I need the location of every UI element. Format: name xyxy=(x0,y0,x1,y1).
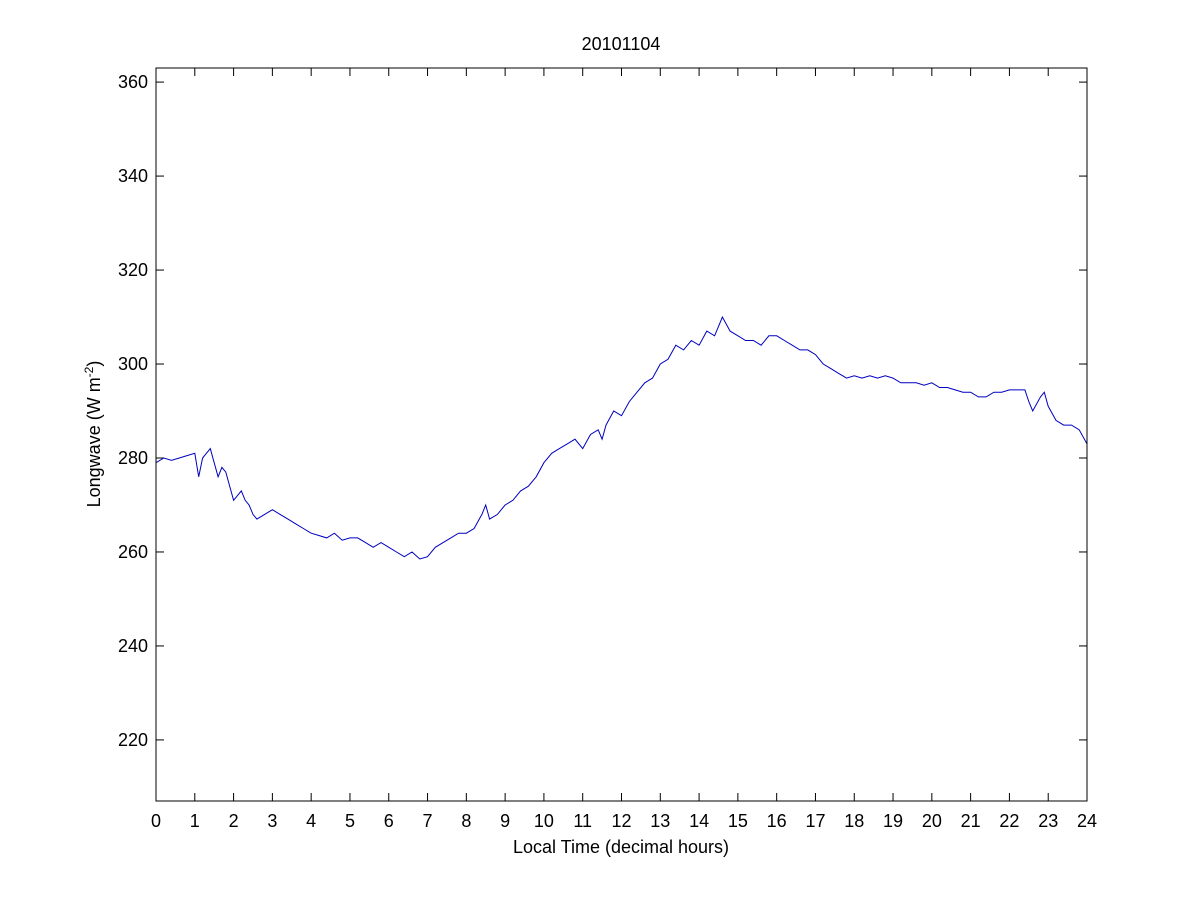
x-tick-label: 17 xyxy=(805,811,825,831)
y-axis-label: Longwave (W m-2) xyxy=(82,361,104,508)
y-tick-label: 340 xyxy=(118,166,148,186)
y-tick-label: 280 xyxy=(118,448,148,468)
x-tick-label: 18 xyxy=(844,811,864,831)
series-line-0 xyxy=(155,315,1088,560)
y-tick-label: 240 xyxy=(118,636,148,656)
y-axis-label-main: Longwave (W m xyxy=(84,377,104,507)
x-tick-label: 11 xyxy=(573,811,592,831)
x-tick-label: 5 xyxy=(345,811,355,831)
y-axis-label-superscript: -2 xyxy=(82,366,96,377)
x-tick-label: 10 xyxy=(534,811,554,831)
x-tick-label: 20 xyxy=(922,811,942,831)
y-tick-label: 260 xyxy=(118,542,148,562)
x-tick-label: 3 xyxy=(267,811,277,831)
x-tick-label: 1 xyxy=(190,811,200,831)
x-tick-label: 12 xyxy=(611,811,631,831)
x-tick-label: 9 xyxy=(500,811,510,831)
y-tick-label: 220 xyxy=(118,730,148,750)
x-ticks: 0 1 2 3 4 5 6 7 8 9 10 11 12 13 14 15 16 17 18 19 20 21 22 23 24 xyxy=(151,68,1097,831)
plot-frame xyxy=(155,67,1088,802)
x-tick-label: 8 xyxy=(461,811,471,831)
y-tick-label: 300 xyxy=(118,354,148,374)
x-tick-label: 13 xyxy=(650,811,670,831)
series-layer xyxy=(155,315,1088,560)
y-ticks: 220 240 260 280 300 320 340 360 xyxy=(118,72,1087,750)
plot-area xyxy=(156,68,1087,801)
x-tick-label: 6 xyxy=(384,811,394,831)
x-tick-label: 2 xyxy=(229,811,239,831)
x-tick-label: 14 xyxy=(689,811,709,831)
y-tick-label: 320 xyxy=(118,260,148,280)
x-tick-label: 24 xyxy=(1077,811,1097,831)
y-axis-label-close: ) xyxy=(84,361,104,367)
x-tick-label: 0 xyxy=(151,811,161,831)
y-tick-label: 360 xyxy=(118,72,148,92)
x-tick-label: 4 xyxy=(306,811,316,831)
x-axis-label: Local Time (decimal hours) xyxy=(513,837,729,857)
x-tick-label: 19 xyxy=(883,811,903,831)
x-tick-label: 15 xyxy=(728,811,748,831)
x-tick-label: 16 xyxy=(767,811,787,831)
x-tick-label: 22 xyxy=(999,811,1019,831)
chart-title: 20101104 xyxy=(582,34,661,54)
x-tick-label: 21 xyxy=(961,811,981,831)
x-tick-label: 23 xyxy=(1038,811,1058,831)
x-tick-label: 7 xyxy=(423,811,433,831)
